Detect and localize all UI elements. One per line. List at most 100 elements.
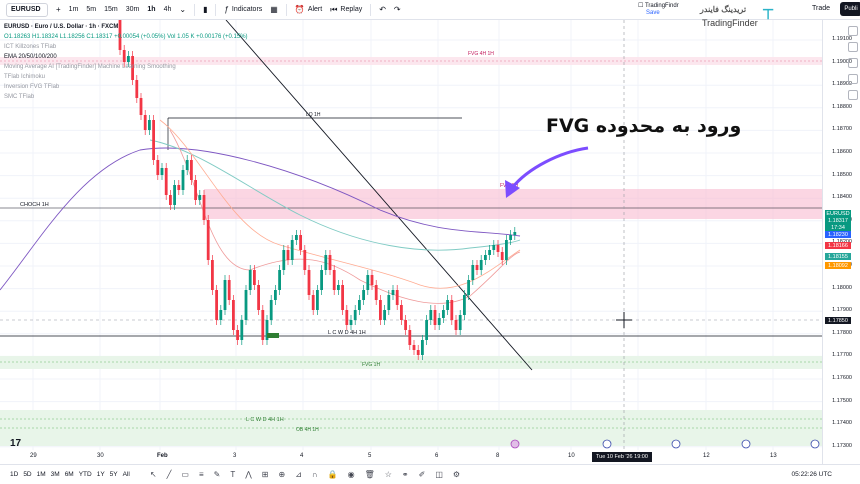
lq-1h-label: LQ 1H bbox=[306, 112, 321, 118]
interval-30m[interactable]: 30m bbox=[125, 6, 140, 13]
eye-icon[interactable]: ◉ bbox=[347, 470, 355, 479]
trash-icon[interactable]: 🗑 bbox=[364, 470, 375, 479]
tradingfinder-logo: تریدینگ فایندر TradingFinder ⊤ bbox=[686, 4, 804, 34]
symbol-search-button[interactable]: EURUSD bbox=[6, 2, 48, 17]
range-1m[interactable]: 1M bbox=[36, 471, 46, 478]
undo-icon[interactable]: ↶ bbox=[379, 5, 386, 14]
price-tick-label: 1.18000 bbox=[832, 284, 852, 291]
divider bbox=[370, 3, 372, 16]
candle-body bbox=[148, 120, 151, 130]
range-3m[interactable]: 3M bbox=[50, 471, 60, 478]
pencil-icon[interactable]: ✐ bbox=[418, 470, 426, 479]
alert-button[interactable]: Alert bbox=[307, 6, 323, 13]
range-all[interactable]: All bbox=[122, 471, 130, 478]
measure-tool-icon[interactable]: ⊞ bbox=[261, 470, 269, 479]
utc-clock[interactable]: 05:22:26 UTC bbox=[791, 471, 832, 478]
candle-body bbox=[416, 350, 420, 355]
publish-button[interactable]: Publi bbox=[840, 2, 860, 16]
candle-body bbox=[177, 185, 181, 190]
indicators-button[interactable]: Indicators bbox=[231, 6, 263, 13]
ruler-icon[interactable]: ⊿ bbox=[295, 470, 302, 479]
ideas-icon[interactable] bbox=[848, 90, 858, 100]
indicator-inversion-fvg[interactable]: Inversion FVG TFlab bbox=[4, 84, 60, 90]
chevron-down-icon[interactable]: ⌄ bbox=[179, 5, 187, 14]
range-5d[interactable]: 5D bbox=[23, 471, 32, 478]
candle-body bbox=[458, 315, 462, 330]
candle-body bbox=[437, 318, 441, 325]
candle-body bbox=[492, 245, 496, 250]
candle-body bbox=[299, 235, 302, 250]
trendline-tool-icon[interactable]: ╱ bbox=[166, 470, 172, 479]
candle-body bbox=[500, 252, 504, 260]
candle-body bbox=[341, 285, 344, 310]
settings-icon[interactable]: ⚙ bbox=[452, 470, 461, 479]
range-1d[interactable]: 1D bbox=[10, 471, 19, 478]
templates-icon[interactable]: ▦ bbox=[270, 5, 278, 14]
cursor-icon[interactable]: ↖ bbox=[149, 470, 157, 479]
pattern-tool-icon[interactable]: ⋀ bbox=[245, 470, 252, 479]
calendar-icon[interactable] bbox=[848, 74, 858, 84]
chat-icon[interactable] bbox=[848, 58, 858, 68]
indicator-ma-ai[interactable]: Moving Average AI [TradingFinder] Machin… bbox=[4, 64, 176, 70]
tradingview-logo[interactable]: 17 bbox=[10, 438, 22, 449]
chart-type-icon[interactable]: ▮ bbox=[203, 5, 208, 14]
star-icon[interactable]: ☆ bbox=[384, 470, 392, 479]
layers-icon[interactable]: ◫ bbox=[435, 470, 443, 479]
symbol-title[interactable]: EURUSD · Euro / U.S. Dollar · 1h · FXCM bbox=[4, 24, 119, 30]
interval-1h[interactable]: 1h bbox=[147, 6, 156, 13]
brush-tool-icon[interactable]: ✎ bbox=[213, 470, 221, 479]
redo-icon[interactable]: ↷ bbox=[393, 5, 401, 14]
price-badge: 1.18166 bbox=[825, 242, 851, 249]
watchlist-icon[interactable] bbox=[848, 26, 858, 36]
candle-body bbox=[370, 275, 374, 285]
price-tick-label: 1.18500 bbox=[832, 171, 852, 178]
text-tool-icon[interactable]: T bbox=[230, 470, 236, 479]
interval-15m[interactable]: 15m bbox=[104, 6, 118, 13]
zoom-icon[interactable]: ⊕ bbox=[278, 470, 286, 479]
indicators-icon[interactable]: ƒ bbox=[224, 5, 229, 14]
fib-tool-icon[interactable]: ≡ bbox=[198, 470, 204, 479]
candle-body bbox=[366, 275, 370, 290]
range-1y[interactable]: 1Y bbox=[96, 471, 105, 478]
candle-body bbox=[408, 330, 412, 345]
candle-body bbox=[185, 160, 189, 170]
indicator-ema[interactable]: EMA 20/50/100/200 bbox=[4, 54, 57, 60]
lock-icon[interactable]: 🔒 bbox=[327, 470, 338, 479]
magnet-icon[interactable]: ∩ bbox=[311, 470, 318, 479]
indicator-ichimoku[interactable]: TFlab Ichimoku bbox=[4, 74, 46, 80]
layout-name-chip[interactable]: ☐ TradingFindr Save bbox=[638, 3, 679, 17]
range-ytd[interactable]: YTD bbox=[78, 471, 92, 478]
divider bbox=[194, 3, 196, 16]
plus-icon[interactable]: + bbox=[56, 5, 61, 14]
link-icon[interactable]: ⚭ bbox=[401, 470, 409, 479]
alerts-icon[interactable] bbox=[848, 42, 858, 52]
interval-5m[interactable]: 5m bbox=[86, 6, 97, 13]
alert-icon[interactable]: ⏰ bbox=[294, 5, 305, 14]
price-tick-label: 1.17800 bbox=[832, 329, 852, 336]
candle-body bbox=[248, 270, 252, 290]
replay-icon[interactable]: ⏮ bbox=[330, 4, 338, 14]
right-sidebar bbox=[848, 26, 860, 126]
trade-button[interactable]: Trade bbox=[812, 5, 831, 12]
candle-body bbox=[206, 220, 210, 260]
candle-body bbox=[253, 270, 256, 285]
range-6m[interactable]: 6M bbox=[64, 471, 74, 478]
ob-4h-zone bbox=[0, 410, 822, 446]
interval-1m[interactable]: 1m bbox=[68, 6, 79, 13]
candle-body bbox=[374, 285, 378, 300]
interval-4h[interactable]: 4h bbox=[163, 6, 172, 13]
replay-button[interactable]: Replay bbox=[340, 6, 363, 13]
time-axis[interactable]: 29 30 Feb 3 4 5 6 8 10 12 13 Tue 10 Feb … bbox=[0, 450, 822, 464]
indicator-smc[interactable]: SMC TFlab bbox=[4, 94, 35, 100]
candle-body bbox=[488, 250, 491, 255]
range-5y[interactable]: 5Y bbox=[109, 471, 118, 478]
candle-body bbox=[395, 290, 399, 305]
candle-body bbox=[433, 310, 437, 325]
candle-body bbox=[265, 320, 269, 340]
price-axis[interactable]: 1.19100 1.19000 1.18900 1.18800 1.18700 1.186… bbox=[822, 20, 860, 464]
rectangle-tool-icon[interactable]: ▭ bbox=[181, 470, 189, 479]
indicator-ict-killzones[interactable]: ICT Killzones TFlab bbox=[4, 44, 57, 50]
price-chart[interactable]: FVG 4H 1H LQ 1H CHOCH 1H FVG 1H L C W D … bbox=[0, 20, 822, 450]
candle-body bbox=[311, 295, 315, 310]
